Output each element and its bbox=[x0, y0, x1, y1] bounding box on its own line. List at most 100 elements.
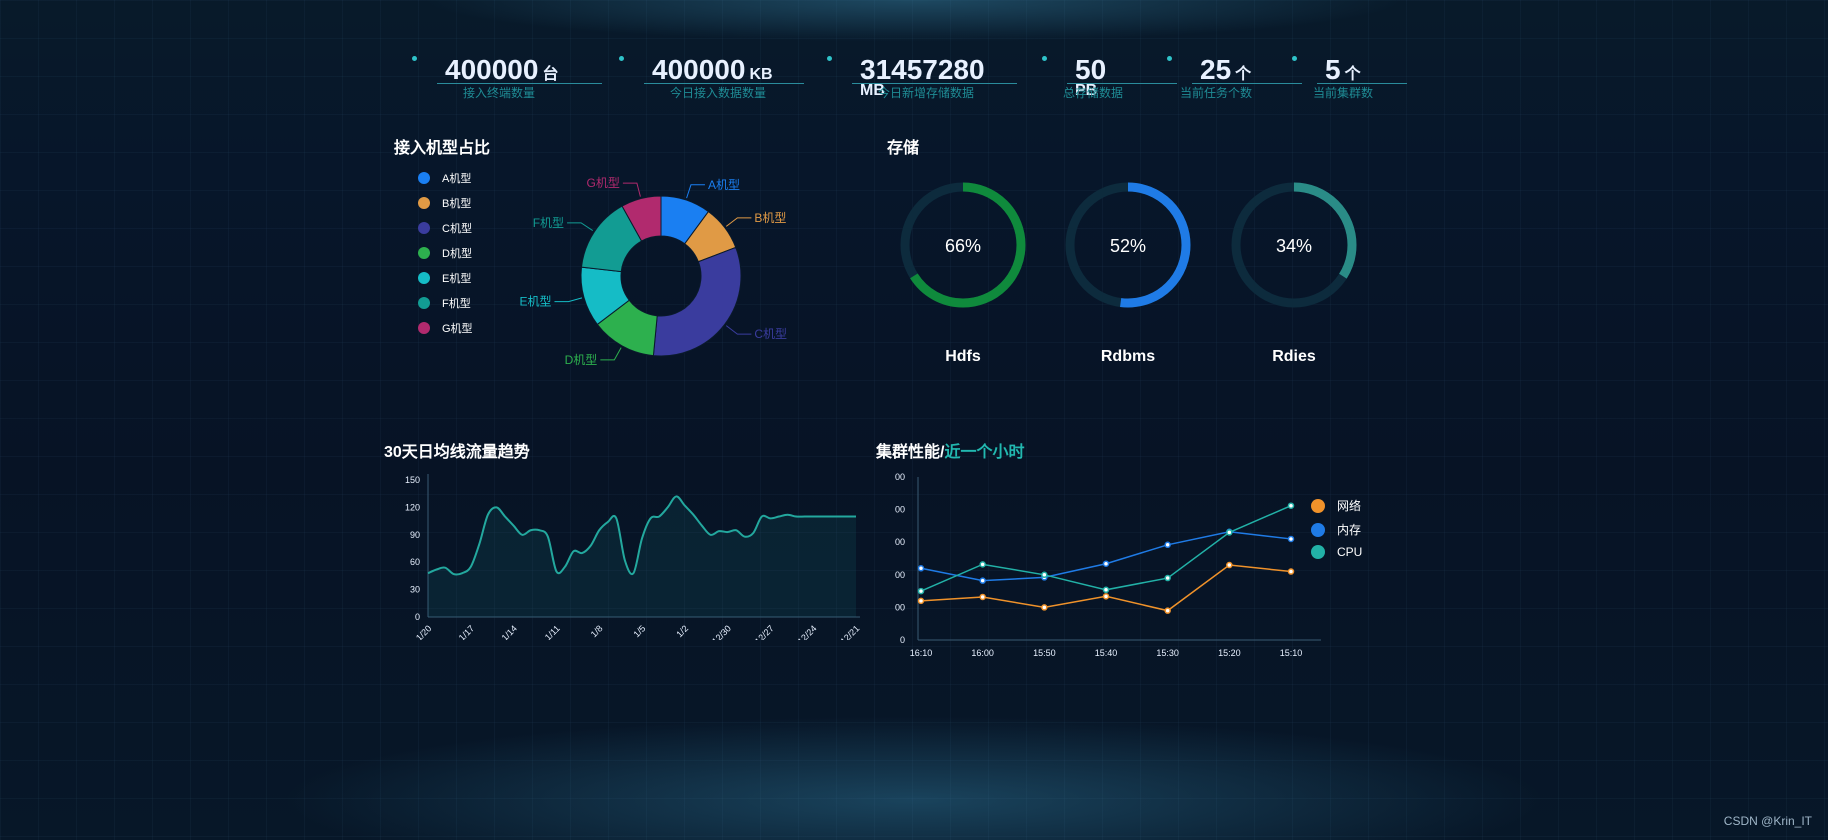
legend-swatch bbox=[418, 172, 430, 184]
series-point[interactable] bbox=[979, 577, 986, 584]
pie-legend-item[interactable]: B机型 bbox=[418, 195, 471, 211]
x-tick-label: 12/24 bbox=[796, 623, 819, 640]
series-point[interactable] bbox=[1041, 571, 1048, 579]
x-tick-label: 15:20 bbox=[1218, 648, 1241, 658]
pie-label-line bbox=[622, 182, 641, 197]
series-point[interactable] bbox=[917, 565, 925, 572]
series-point[interactable] bbox=[1287, 502, 1295, 509]
pie-label-line bbox=[600, 347, 622, 361]
pie-label: E机型 bbox=[520, 295, 551, 309]
pie-label: B机型 bbox=[754, 211, 786, 225]
kpi-number: 5 bbox=[1325, 54, 1341, 85]
y-tick-label: 500 bbox=[895, 472, 905, 482]
legend-swatch bbox=[1311, 522, 1325, 537]
kpi-label: 今日接入数据数量 bbox=[670, 86, 767, 100]
cluster-title-main: 集群性能/ bbox=[876, 444, 945, 461]
kpi-underline bbox=[1317, 83, 1407, 84]
y-tick-label: 0 bbox=[900, 635, 905, 645]
legend-swatch bbox=[1311, 498, 1325, 513]
y-tick-label: 60 bbox=[410, 557, 420, 567]
series-point[interactable] bbox=[1164, 574, 1171, 582]
gauge-arc bbox=[900, 182, 1026, 308]
x-tick-label: 15:10 bbox=[1280, 648, 1303, 658]
series-point[interactable] bbox=[1102, 560, 1110, 567]
y-tick-label: 120 bbox=[405, 502, 420, 512]
cluster-title-accent: 近一个小时 bbox=[944, 444, 1025, 461]
series-point[interactable] bbox=[1102, 586, 1110, 594]
legend-swatch bbox=[418, 247, 430, 259]
series-point[interactable] bbox=[979, 593, 986, 601]
kpi-value: 400000 KB bbox=[652, 54, 773, 86]
kpi-unit: PB bbox=[1075, 82, 1098, 99]
series-point[interactable] bbox=[1102, 593, 1110, 600]
series-point[interactable] bbox=[1287, 535, 1295, 543]
kpi-underline bbox=[437, 83, 602, 84]
y-tick-label: 100 bbox=[895, 602, 905, 612]
pie-label-line bbox=[567, 222, 594, 231]
legend-label: E机型 bbox=[442, 273, 472, 285]
gauge-percent: 52% bbox=[1110, 236, 1146, 256]
series-point[interactable] bbox=[1164, 541, 1171, 549]
kpi-label: 当前集群数 bbox=[1313, 86, 1374, 100]
storage-title: 存储 bbox=[887, 140, 920, 157]
pie-legend-item[interactable]: C机型 bbox=[418, 220, 472, 236]
gauge-name: Rdbms bbox=[1100, 348, 1156, 365]
pie-slice[interactable] bbox=[652, 246, 742, 357]
series-point[interactable] bbox=[1226, 529, 1233, 536]
series-point[interactable] bbox=[1164, 607, 1171, 614]
series-point[interactable] bbox=[1041, 604, 1048, 611]
cluster-legend-item[interactable]: CPU bbox=[1311, 545, 1362, 559]
x-tick-label: 12/27 bbox=[753, 623, 776, 640]
legend-swatch bbox=[418, 222, 430, 234]
kpi-underline bbox=[852, 83, 1017, 84]
cluster-legend-item[interactable]: 内存 bbox=[1311, 521, 1361, 538]
pie-slice[interactable] bbox=[621, 195, 662, 242]
x-tick-label: 15:30 bbox=[1156, 648, 1179, 658]
series-point[interactable] bbox=[917, 597, 925, 605]
legend-swatch bbox=[1311, 545, 1325, 559]
series-line bbox=[920, 504, 1292, 592]
pie-label: A机型 bbox=[708, 178, 740, 192]
x-tick-label: 16:00 bbox=[971, 648, 994, 658]
kpi-underline bbox=[1192, 83, 1302, 84]
kpi-number: 50 bbox=[1075, 54, 1107, 85]
kpi-dot bbox=[619, 56, 624, 61]
pie-legend-item[interactable]: F机型 bbox=[418, 295, 471, 311]
legend-label: D机型 bbox=[442, 248, 472, 260]
trend-chart: 0 30 60 90 120 150 1/20 1/17 1/14 1/11 1/8 1/5 1/2 12… bbox=[405, 474, 861, 640]
trend-title: 30天日均线流量趋势 bbox=[384, 444, 530, 461]
legend-label: A机型 bbox=[442, 173, 472, 185]
gauge-arc bbox=[1231, 182, 1357, 308]
legend-swatch bbox=[418, 322, 430, 334]
kpi-underline bbox=[644, 83, 804, 84]
series-point[interactable] bbox=[1287, 568, 1295, 575]
cluster-legend-item[interactable]: 网络 bbox=[1311, 497, 1361, 514]
series-point[interactable] bbox=[917, 587, 925, 595]
legend-label: CPU bbox=[1337, 545, 1363, 559]
pie-legend-item[interactable]: D机型 bbox=[418, 245, 472, 261]
pie-label: D机型 bbox=[565, 353, 598, 367]
y-tick-label: 200 bbox=[895, 570, 905, 580]
y-tick-label: 30 bbox=[410, 585, 420, 595]
pie-legend-item[interactable]: A机型 bbox=[418, 170, 471, 186]
legend-label: C机型 bbox=[442, 223, 472, 235]
x-tick-label: 1/14 bbox=[500, 623, 519, 640]
kpi-number: 400000 bbox=[445, 54, 539, 85]
x-tick-label: 16:10 bbox=[910, 648, 933, 658]
pie-legend-item[interactable]: G机型 bbox=[418, 320, 473, 336]
series-point[interactable] bbox=[979, 561, 986, 568]
series-point[interactable] bbox=[1226, 561, 1233, 569]
kpi-value: 31457280 MB bbox=[860, 54, 985, 100]
pie-label-line bbox=[725, 217, 752, 227]
pie-legend-item[interactable]: E机型 bbox=[418, 270, 471, 286]
legend-label: G机型 bbox=[442, 323, 473, 335]
kpi-unit: KB bbox=[749, 66, 773, 83]
legend-label: 内存 bbox=[1337, 523, 1362, 537]
x-tick-label: 12/21 bbox=[838, 623, 861, 640]
series-line bbox=[920, 531, 1292, 582]
kpi-dot bbox=[827, 56, 832, 61]
kpi-value: 25 个 bbox=[1200, 54, 1251, 86]
pie-label-line bbox=[725, 325, 752, 335]
